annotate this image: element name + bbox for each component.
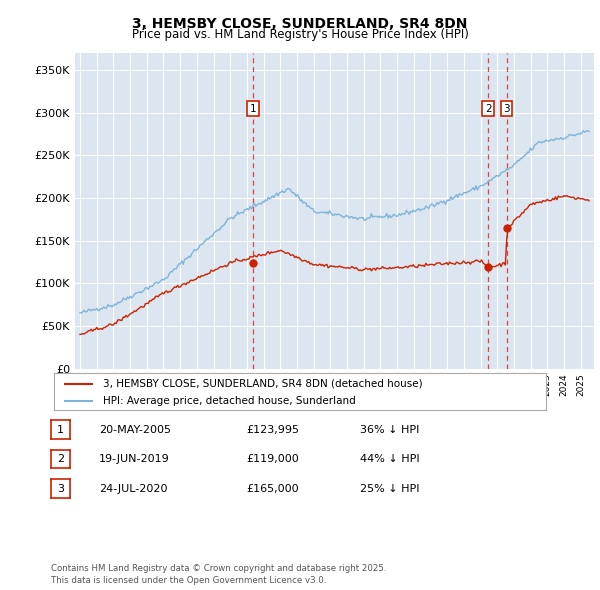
Text: Price paid vs. HM Land Registry's House Price Index (HPI): Price paid vs. HM Land Registry's House … [131,28,469,41]
Text: 24-JUL-2020: 24-JUL-2020 [99,484,167,493]
Text: 1: 1 [250,104,257,113]
Text: 19-JUN-2019: 19-JUN-2019 [99,454,170,464]
Text: HPI: Average price, detached house, Sunderland: HPI: Average price, detached house, Sund… [103,396,356,406]
Text: £119,000: £119,000 [246,454,299,464]
Text: 3, HEMSBY CLOSE, SUNDERLAND, SR4 8DN (detached house): 3, HEMSBY CLOSE, SUNDERLAND, SR4 8DN (de… [103,379,423,389]
Text: £123,995: £123,995 [246,425,299,434]
Text: Contains HM Land Registry data © Crown copyright and database right 2025.
This d: Contains HM Land Registry data © Crown c… [51,565,386,585]
Text: 36% ↓ HPI: 36% ↓ HPI [360,425,419,434]
Text: 3, HEMSBY CLOSE, SUNDERLAND, SR4 8DN: 3, HEMSBY CLOSE, SUNDERLAND, SR4 8DN [133,17,467,31]
Text: 20-MAY-2005: 20-MAY-2005 [99,425,171,434]
Text: 44% ↓ HPI: 44% ↓ HPI [360,454,419,464]
Text: 2: 2 [485,104,491,113]
Text: 3: 3 [503,104,510,113]
Text: £165,000: £165,000 [246,484,299,493]
Text: 25% ↓ HPI: 25% ↓ HPI [360,484,419,493]
Text: 2: 2 [57,454,64,464]
Text: 1: 1 [57,425,64,434]
Text: 3: 3 [57,484,64,493]
